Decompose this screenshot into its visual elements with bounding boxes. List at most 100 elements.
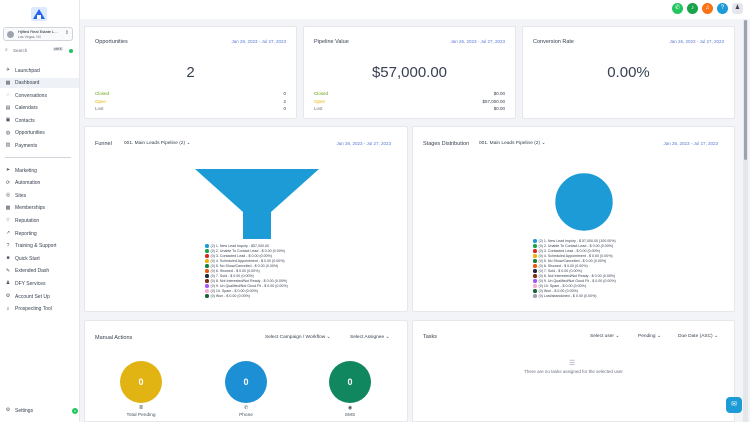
date-range[interactable]: Jan 26, 2023 - Jul 27, 2023 (231, 39, 286, 44)
chevron-updown-icon: ⇕ (64, 30, 69, 36)
sidebar-item-sites[interactable]: ◎ Sites (0, 190, 79, 200)
pipeline-select-value: 001. Main Leads Pipeline (2) (124, 141, 186, 146)
legend-item[interactable]: (0) 10. Spam - $ 0.00 (0.00%) (533, 284, 586, 288)
star-icon: ☆ (5, 217, 11, 224)
legend-item[interactable]: (2) 1. New Lead Inquiry - $ 57,000.00 (1… (533, 239, 616, 243)
sidebar-item-dashboard[interactable]: ▦ Dashboard (0, 77, 79, 88)
legend-item[interactable]: (0) 4. Scheduled Appointment - $ 0.00 (0… (205, 259, 285, 263)
legend-label: (0) 9. Un Qualified/Not Good Fit - $ 0.0… (538, 279, 616, 283)
legend-label: (0) Won - $ 0.00 (0.00%) (538, 289, 578, 293)
sidebar-item-opportunities[interactable]: ◍ Opportunities (0, 128, 79, 138)
legend-item[interactable]: (0) 9. Un Qualified/Not Good Fit - $ 0.0… (205, 284, 288, 288)
sidebar-item-label: Dashboard (15, 80, 40, 86)
avatar[interactable]: ♟ (732, 3, 743, 14)
status-select[interactable]: Pending ⌄ (638, 334, 661, 339)
legend-item[interactable]: (0) 9. Un Qualified/Not Good Fit - $ 0.0… (533, 279, 616, 283)
legend-item[interactable]: (0) 5. No Show/Cancelled - $ 0.00 (0.00%… (533, 259, 606, 263)
conversion-rate-card: Conversion Rate Jan 26, 2023 - Jul 27, 2… (522, 26, 735, 119)
sidebar-item-conversations[interactable]: ◌ Conversations (0, 90, 79, 100)
chat-widget-icon[interactable]: ✉ (726, 397, 742, 413)
legend-item[interactable]: (2) 1. New Lead Inquiry - $57,000.00 (205, 244, 269, 248)
manual-action-count[interactable]: 0 (120, 361, 162, 403)
funnel-card: Funnel 001. Main Leads Pipeline (2) ⌄ Ja… (84, 126, 408, 312)
legend-swatch (205, 244, 209, 248)
sidebar-item-reporting[interactable]: ↗ Reporting (0, 228, 79, 238)
sidebar-item-settings[interactable]: ⚙ Settings (0, 405, 79, 415)
campaign-select[interactable]: Select Campaign / Workflow ⌄ (265, 335, 331, 340)
legend-label: (0) 9. Un Qualified/Not Good Fit - $ 0.0… (210, 284, 288, 288)
legend-item[interactable]: (0) Won - $ 0.00 (0.00%) (533, 289, 578, 293)
sidebar-item-launchpad[interactable]: ✈ Launchpad (0, 65, 79, 75)
date-range[interactable]: Jan 26, 2023 - Jul 27, 2023 (450, 39, 505, 44)
date-range[interactable]: Jan 26, 2023 - Jul 27, 2023 (663, 141, 718, 146)
legend-item[interactable]: (0) 4. Scheduled Appointment - $ 0.00 (0… (533, 254, 613, 258)
legend-item[interactable]: (0) 2. Unable To Contact Lead - $ 0.00 (… (533, 244, 613, 248)
legend-item[interactable]: (0) 3. Contacted Lead - $ 0.00 (0.00%) (205, 254, 272, 258)
legend-item[interactable]: (0) 8. Not Interested/Not Ready - $ 0.00… (205, 279, 287, 283)
status-select-value: Pending (638, 334, 656, 339)
notifications-icon[interactable]: ♪ (687, 3, 698, 14)
sidebar-item-label: Reputation (15, 217, 40, 224)
sidebar-item-extended-dash[interactable]: ✎ Extended Dash (0, 266, 79, 276)
search-input[interactable]: Search (13, 47, 28, 53)
legend-item[interactable]: (0) Lost/abandoned - $ 0.00 (0.00%) (533, 294, 596, 298)
legend-item[interactable]: (0) 10. Spam - $ 0.00 (0.00%) (205, 289, 258, 293)
sidebar-item-account-set-up[interactable]: ⚙ Account Set Up (0, 291, 79, 301)
legend-item[interactable]: (0) 3. Contacted Lead - $ 0.00 (0.00%) (533, 249, 600, 253)
opportunities-card: Opportunities Jan 26, 2023 - Jul 27, 202… (84, 26, 297, 119)
assignee-select[interactable]: Select Assignee ⌄ (350, 335, 390, 340)
scrollbar[interactable] (743, 20, 748, 422)
legend-item[interactable]: (0) 6. Showed - $ 0.00 (0.00%) (533, 264, 588, 268)
stat-row-label: Lost (95, 106, 104, 111)
sidebar-item-quick-start[interactable]: ■ Quick Start (0, 253, 79, 263)
legend-label: (0) 3. Contacted Lead - $ 0.00 (0.00%) (210, 254, 273, 258)
sort-select[interactable]: Due Date (ASC) ⌄ (678, 334, 719, 339)
legend-label: (0) 7. Sold - $ 0.00 (0.00%) (538, 269, 582, 273)
sidebar-item-contacts[interactable]: ▣ Contacts (0, 115, 79, 125)
legend-item[interactable]: (0) 2. Unable To Contact Lead - $ 0.00 (… (205, 249, 285, 253)
legend-item[interactable]: (0) 6. Showed - $ 0.00 (0.00%) (205, 269, 260, 273)
legend-swatch (533, 259, 537, 263)
legend-item[interactable]: (0) 8. Not Interested/Not Ready - $ 0.00… (533, 274, 615, 278)
sidebar-item-marketing[interactable]: ➤ Marketing (0, 165, 79, 175)
date-range[interactable]: Jan 26, 2023 - Jul 27, 2023 (669, 39, 724, 44)
legend-item[interactable]: (0) 5. No Show/Cancelled - $ 0.00 (0.00%… (205, 264, 278, 268)
sidebar-item-reputation[interactable]: ☆ Reputation (0, 215, 79, 225)
sidebar-item-calendars[interactable]: ▤ Calendars (0, 103, 79, 113)
sidebar-item-training-support[interactable]: ? Training & Support (0, 241, 79, 251)
legend-item[interactable]: (0) 7. Sold - $ 0.00 (0.00%) (533, 269, 582, 273)
legend-label: (0) 5. No Show/Cancelled - $ 0.00 (0.00%… (538, 259, 607, 263)
sidebar-item-payments[interactable]: ▥ Payments (0, 140, 79, 150)
sidebar-search[interactable]: ⌕ Search ctrl K (3, 46, 73, 55)
phone-icon[interactable]: ✆ (672, 3, 683, 14)
quick-action-icon[interactable] (69, 48, 73, 53)
chart-icon: ↗ (5, 230, 11, 236)
scrollbar-thumb[interactable] (744, 20, 747, 160)
manual-action-count[interactable]: 0 (329, 361, 371, 403)
date-range[interactable]: Jan 26, 2023 - Jul 27, 2023 (336, 141, 391, 146)
company-logo[interactable] (30, 6, 48, 22)
pipeline-select[interactable]: 001. Main Leads Pipeline (2) ⌄ (479, 141, 546, 146)
sidebar-item-memberships[interactable]: ▩ Memberships (0, 203, 79, 213)
manual-action-count[interactable]: 0 (225, 361, 267, 403)
sidebar-item-automation[interactable]: ⟳ Automation (0, 178, 79, 188)
sidebar-item-prospecting-tool[interactable]: ⌕ Prospecting Tool (0, 304, 79, 314)
sidebar-item-dfy-services[interactable]: ♟ DFY Services (0, 278, 79, 288)
bell-icon[interactable]: ♫ (702, 3, 713, 14)
location-switcher[interactable]: Hjified Real Estate L... Las Vegas, NV ⇕ (3, 27, 73, 41)
legend-item[interactable]: (0) 7. Sold - $ 0.00 (0.00%) (205, 274, 254, 278)
legend-label: (0) Won - $ 0.00 (0.00%) (210, 294, 250, 298)
help-icon[interactable]: ? (717, 3, 728, 14)
legend-label: (0) 5. No Show/Cancelled - $ 0.00 (0.00%… (210, 264, 279, 268)
settings-badge: 6 (72, 408, 78, 414)
legend-swatch (205, 274, 209, 278)
user-select[interactable]: Select user ⌄ (590, 334, 620, 339)
sidebar-item-label: Reporting (15, 230, 37, 237)
legend-item[interactable]: (0) Won - $ 0.00 (0.00%) (205, 294, 250, 298)
pipeline-select[interactable]: 001. Main Leads Pipeline (2) ⌄ (124, 141, 191, 146)
legend-label: (0) 4. Scheduled Appointment - $ 0.00 (0… (210, 259, 285, 263)
pie-slice[interactable] (554, 172, 614, 232)
sidebar-item-label: Quick Start (15, 255, 40, 262)
question-icon: ? (6, 242, 10, 249)
sidebar-item-label: Settings (15, 407, 34, 414)
